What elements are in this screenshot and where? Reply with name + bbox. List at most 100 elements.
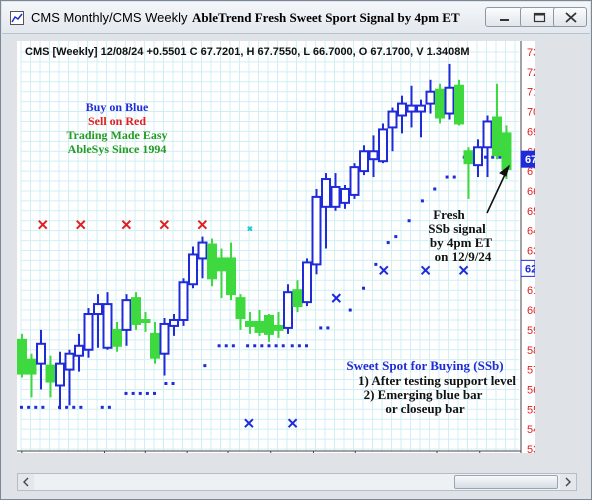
ssb-note-line: or closeup bar [385,401,464,416]
support-dot [319,326,323,330]
price-bar-body [254,320,265,333]
y-tick-label: 73 [527,47,535,59]
price-bar-body [397,102,407,117]
support-dot [394,235,398,239]
y-tick-label: 57 [527,365,535,377]
y-tick-label: 64 [527,226,535,238]
price-bar-body [74,344,84,357]
support-dot [290,344,294,348]
price-bar-body [406,104,417,113]
support-dot [224,344,228,348]
horizontal-scrollbar[interactable] [17,473,577,491]
price-bar-body [273,324,284,331]
chart-area[interactable]: 5354555657585960616263646566676869707172… [17,41,535,453]
support-dot [138,391,142,395]
legend-line: AbleSys Since 1994 [68,142,167,156]
price-bar-body [188,253,198,286]
price-bar-body [330,185,341,208]
price-bar-body [121,299,132,331]
close-button[interactable] [553,7,587,27]
price-label: 67.6098 [525,154,535,166]
price-bar-body [178,281,189,321]
support-x-mark [379,265,389,276]
support-dot [27,405,31,409]
legend-line: Trading Made Easy [66,128,167,142]
price-bar-body [17,338,27,375]
y-tick-label: 71 [527,87,535,99]
price-bar-body [245,320,255,327]
price-bar-body [64,352,75,371]
scroll-right-button[interactable] [560,474,576,490]
price-bar-body [454,84,464,125]
support-dot [433,187,437,191]
arrow-left-icon [23,477,29,487]
price-bar-body [159,322,170,355]
support-dot [260,344,264,348]
support-dot [326,326,330,330]
support-dot [253,344,257,348]
price-bar-body [435,88,445,119]
price-label-box [520,150,535,168]
y-tick-label: 69 [527,126,535,138]
ssb-note-line: 2) Emerging blue bar [364,387,483,402]
minimize-button[interactable] [485,7,523,27]
price-chart[interactable]: 5354555657585960616263646566676869707172… [17,41,535,453]
support-dot [100,405,104,409]
scroll-left-button[interactable] [18,474,34,490]
sell-x-mark [38,219,48,230]
price-bar-body [321,178,331,208]
minimize-icon [500,19,509,21]
arrow-right-icon [565,477,571,487]
support-dot [386,241,390,245]
price-bar-body [93,303,103,316]
price-bar-body [150,332,160,359]
price-bar-body [444,86,455,115]
ssb-note-title: Sweet Spot for Buying (SSb) [346,358,503,373]
support-x-mark [331,293,342,303]
support-dot [153,391,156,395]
price-bar-body [131,297,141,325]
support-x-mark [287,418,298,428]
y-tick-label: 67 [527,166,535,178]
price-bar-body [216,257,227,272]
y-tick-label: 66 [527,186,535,198]
support-dot [72,405,76,409]
price-bar-body [473,146,483,167]
close-icon [565,12,577,23]
price-label-box [520,259,535,277]
support-dot [484,155,488,159]
price-bar-body [283,291,293,329]
support-dot [305,344,308,348]
support-dot [65,405,69,409]
cyan-tick-mark [247,225,253,232]
y-tick-label: 60 [527,305,535,317]
scroll-thumb[interactable] [454,475,558,489]
fresh-note-line: Fresh [433,207,465,222]
support-dot [362,286,365,290]
price-bar-body [235,297,246,319]
price-bar-body [302,261,312,304]
legend-line: Sell on Red [88,114,146,128]
price-bar-body [311,195,322,266]
price-bar-body [140,318,151,323]
y-tick-label: 59 [527,325,535,337]
support-dot [267,344,271,348]
support-dot [274,344,278,348]
support-dot [420,199,424,203]
support-dot [452,175,456,179]
support-dot [41,405,45,409]
title-bar: CMS Monthly/CMS Weekly AbleTrend Fresh S… [2,2,590,34]
fresh-note-line: SSb signal [428,221,486,236]
y-tick-label: 56 [527,384,535,396]
price-bar-body [463,150,474,165]
chart-app-icon [10,11,24,25]
support-dot [374,262,378,266]
price-bar-body [83,313,94,351]
fresh-arrow-head [499,164,510,177]
support-dot [445,175,449,179]
price-bar-body [197,241,208,260]
support-dot [79,405,83,409]
y-tick-label: 61 [527,285,535,297]
price-bar-body [368,150,379,161]
